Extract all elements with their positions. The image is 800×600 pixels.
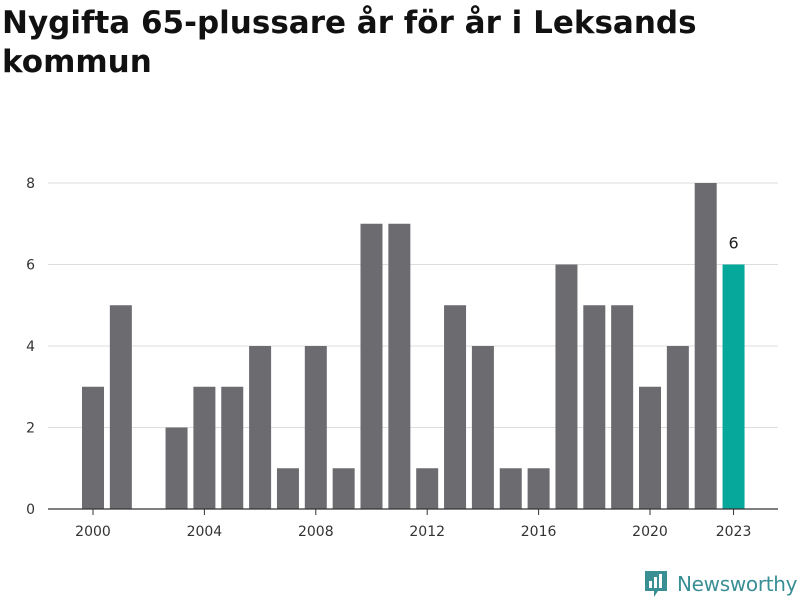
bar-2015[interactable] (499, 468, 522, 509)
bar-2020[interactable] (639, 386, 661, 509)
data-labels: 6 (728, 234, 738, 253)
bar-2021[interactable] (666, 346, 689, 509)
y-tick-label: 2 (26, 421, 35, 437)
bar-2017[interactable] (555, 264, 578, 510)
bar-chart: 0 2 4 6 8 2000 2004 2008 2012 2016 2020 2023 6 (26, 176, 778, 540)
bar-2008[interactable] (304, 346, 327, 509)
bar-2010[interactable] (360, 223, 383, 509)
x-tick-label: 2004 (187, 524, 223, 540)
bar-2005[interactable] (221, 386, 244, 509)
y-tick-label: 8 (26, 176, 35, 192)
bar-2001[interactable] (109, 305, 132, 509)
bar-2023[interactable] (722, 264, 745, 510)
x-tick-label: 2016 (521, 524, 557, 540)
bar-2003[interactable] (165, 427, 188, 510)
bar-2006[interactable] (249, 346, 272, 509)
bar-2007[interactable] (276, 468, 299, 509)
x-tick-label: 2023 (716, 524, 752, 540)
x-tick-label: 2000 (75, 524, 111, 540)
bar-2019[interactable] (611, 305, 634, 509)
bar-2013[interactable] (444, 305, 467, 509)
y-tick-label: 4 (26, 339, 35, 355)
bar-2022[interactable] (694, 183, 717, 509)
y-axis-ticks: 0 2 4 6 8 (26, 176, 35, 518)
bar-2000[interactable] (82, 386, 104, 509)
bar-2014[interactable] (471, 346, 494, 509)
x-tick-label: 2008 (298, 524, 334, 540)
data-label-2023: 6 (728, 234, 738, 253)
bar-2018[interactable] (583, 305, 606, 509)
bar-2012[interactable] (416, 468, 439, 509)
bar-2011[interactable] (388, 223, 411, 509)
x-tick-label: 2020 (632, 524, 668, 540)
bar-2016[interactable] (527, 468, 550, 509)
bars (82, 183, 745, 509)
bar-2004[interactable] (193, 386, 216, 509)
brand-name: Newsworthy (677, 572, 798, 596)
y-tick-label: 6 (26, 258, 35, 274)
x-tick-label: 2012 (409, 524, 445, 540)
chart-title: Nygifta 65-plussare år för år i Leksands… (2, 5, 697, 80)
newsworthy-logo-icon (645, 571, 667, 597)
bar-2009[interactable] (332, 468, 355, 509)
x-axis-ticks: 2000 2004 2008 2012 2016 2020 2023 (75, 509, 751, 540)
y-tick-label: 0 (26, 502, 35, 518)
newsworthy-logo[interactable]: Newsworthy (643, 569, 798, 599)
